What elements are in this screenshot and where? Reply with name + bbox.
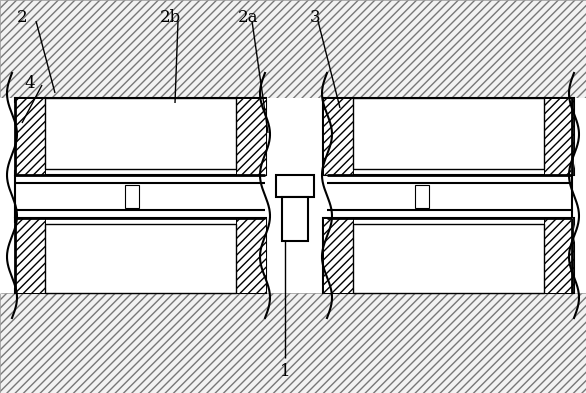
- Bar: [15, 98, 45, 175]
- Bar: [323, 98, 353, 175]
- Polygon shape: [572, 218, 586, 293]
- Bar: [544, 218, 574, 293]
- Bar: [544, 98, 574, 175]
- Bar: [0, 0, 586, 98]
- Bar: [0, 293, 586, 393]
- Bar: [282, 197, 308, 241]
- Bar: [415, 185, 429, 208]
- Bar: [45, 224, 236, 293]
- Bar: [353, 224, 544, 293]
- Bar: [45, 98, 236, 169]
- Polygon shape: [0, 218, 15, 293]
- Text: 4: 4: [25, 75, 35, 92]
- Text: 1: 1: [280, 362, 290, 380]
- Bar: [15, 98, 266, 175]
- Bar: [323, 98, 574, 175]
- Polygon shape: [0, 98, 15, 175]
- Bar: [323, 218, 353, 293]
- Bar: [0, 98, 586, 293]
- Polygon shape: [572, 98, 586, 175]
- Text: 2b: 2b: [159, 9, 180, 26]
- Bar: [327, 183, 572, 210]
- Bar: [15, 183, 265, 210]
- Bar: [353, 98, 544, 169]
- Bar: [323, 218, 574, 293]
- Bar: [15, 218, 266, 293]
- Bar: [276, 175, 314, 197]
- Bar: [125, 185, 139, 208]
- Text: 2a: 2a: [238, 9, 258, 26]
- Bar: [15, 218, 45, 293]
- Text: 3: 3: [309, 9, 321, 26]
- Text: 2: 2: [16, 9, 28, 26]
- Bar: [236, 98, 266, 175]
- Bar: [236, 218, 266, 293]
